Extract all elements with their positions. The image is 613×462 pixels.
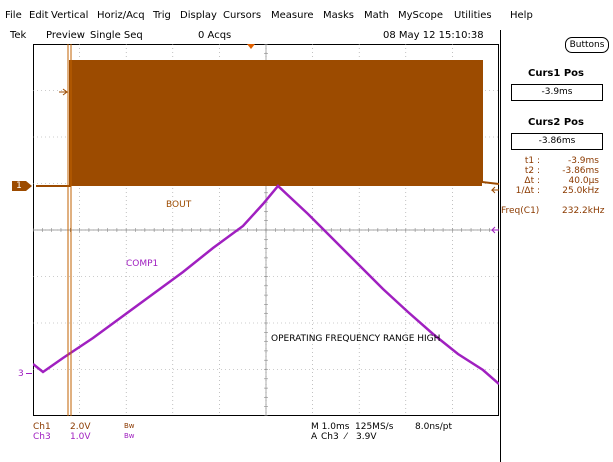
freq-value: 232.2kHz — [562, 206, 605, 216]
buttons-button[interactable]: Buttons — [565, 37, 609, 53]
menu-edit[interactable]: Edit — [29, 10, 49, 21]
menu-masks[interactable]: Masks — [323, 10, 354, 21]
ch3-scale[interactable]: 1.0V — [70, 432, 91, 442]
comp1-label: COMP1 — [126, 259, 158, 269]
annotation-label: OPERATING FREQUENCY RANGE HIGH — [271, 334, 440, 344]
trigger-level[interactable]: 3.9V — [356, 432, 377, 442]
readout-t1-label: t1 : — [524, 156, 540, 166]
bout-burst — [70, 60, 482, 186]
brand-label: Tek — [10, 30, 27, 41]
trigger-slope-icon: ⁄ — [345, 432, 347, 442]
menu-horiz-acq[interactable]: Horiz/Acq — [97, 10, 145, 21]
ch1-marker[interactable]: 1 — [12, 181, 34, 191]
menu-file[interactable]: File — [5, 10, 22, 21]
bout-arrow-icon — [59, 88, 69, 96]
readout-inv-dt-label: 1/Δt : — [515, 186, 540, 196]
menu-myscope[interactable]: MyScope — [398, 10, 444, 21]
trigger-prefix: A — [311, 432, 318, 442]
right-edge-arrow-icon — [490, 186, 499, 194]
menu-math[interactable]: Math — [364, 10, 390, 21]
ch1-marker-label: 1 — [12, 181, 26, 191]
comp1-right-arrow-icon — [490, 226, 499, 234]
readout-t2-value: -3.86ms — [562, 166, 599, 176]
samplerate-label: 125MS/s — [355, 422, 394, 432]
menu-vertical[interactable]: Vertical — [51, 10, 89, 21]
menu-utilities[interactable]: Utilities — [454, 10, 492, 21]
status-bar: Tek Preview Single Seq 0 Acqs 08 May 12 … — [0, 30, 500, 44]
menu-display[interactable]: Display — [180, 10, 217, 21]
mode-label: Preview — [46, 30, 85, 41]
waveform-svg: BOUT COMP1 OPERATING FREQUENCY RANGE HIG… — [33, 44, 499, 416]
menu-help[interactable]: Help — [510, 10, 533, 21]
acqs-label: 0 Acqs — [198, 30, 232, 41]
seq-label: Single Seq — [90, 30, 143, 41]
ch3-marker-label: 3 — [18, 369, 24, 379]
ch3-marker[interactable]: 3 — [18, 369, 36, 379]
ch1-scale[interactable]: 2.0V — [70, 422, 91, 432]
readout-inv-dt-value: 25.0kHz — [562, 186, 599, 196]
menu-trig[interactable]: Trig — [153, 10, 171, 21]
timebase-label[interactable]: M 1.0ms — [311, 422, 350, 432]
ch3-marker-arrow-icon — [26, 373, 32, 374]
point-resolution-label: 8.0ns/pt — [415, 422, 452, 432]
datetime-label: 08 May 12 15:10:38 — [383, 30, 484, 41]
menu-cursors[interactable]: Cursors — [223, 10, 262, 21]
trigger-source[interactable]: Ch3 — [321, 432, 339, 442]
right-panel — [500, 30, 613, 462]
bout-label: BOUT — [166, 200, 192, 210]
ch1-bw: Bw — [124, 422, 135, 430]
curs2-value-box[interactable]: -3.86ms — [511, 133, 603, 150]
ch3-label[interactable]: Ch3 — [33, 432, 51, 442]
bout-tail — [481, 60, 499, 185]
ch1-label[interactable]: Ch1 — [33, 422, 51, 432]
curs1-title: Curs1 Pos — [528, 68, 584, 79]
curs1-value-box[interactable]: -3.9ms — [511, 84, 603, 101]
ch3-bw: Bw — [124, 432, 135, 440]
bout-baseline — [36, 60, 71, 187]
readout-t1-value: -3.9ms — [567, 156, 599, 166]
menu-measure[interactable]: Measure — [271, 10, 314, 21]
readout-dt-label: Δt : — [524, 176, 540, 186]
trigger-position-icon — [247, 44, 255, 49]
ch1-marker-arrow-icon — [26, 181, 32, 191]
menu-bar: File Edit Vertical Horiz/Acq Trig Displa… — [0, 0, 613, 22]
curs2-title: Curs2 Pos — [528, 117, 584, 128]
freq-label: Freq(C1) — [501, 206, 540, 216]
readout-t2-label: t2 : — [524, 166, 540, 176]
comp1-trace — [33, 184, 499, 385]
readout-dt-value: 40.0µs — [568, 176, 599, 186]
waveform-display[interactable]: BOUT COMP1 OPERATING FREQUENCY RANGE HIG… — [33, 44, 499, 416]
